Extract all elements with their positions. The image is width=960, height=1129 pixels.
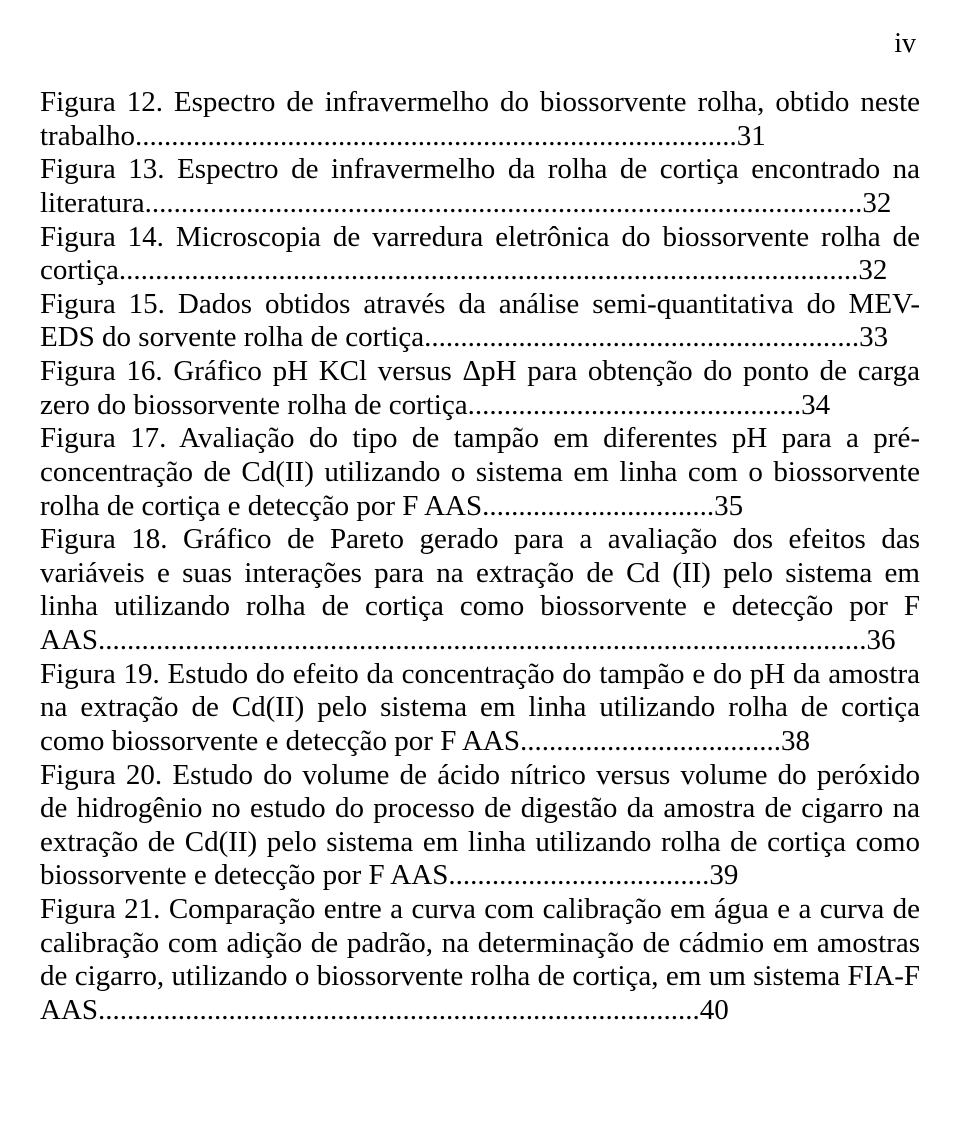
figure-text: Microscopia de varredura eletrônica do b… — [40, 221, 920, 287]
figure-page: 36 — [867, 624, 896, 656]
list-of-figures: Figura 12. Espectro de infravermelho do … — [40, 86, 920, 1028]
figure-page: 34 — [801, 389, 830, 421]
list-item: Figura 19. Estudo do efeito da concentra… — [40, 658, 920, 759]
figure-page: 32 — [858, 254, 887, 286]
figure-page: 38 — [781, 725, 810, 757]
figure-label: Figura 13. — [40, 153, 165, 185]
list-item: Figura 21. Comparação entre a curva com … — [40, 893, 920, 1028]
figure-page: 39 — [709, 859, 738, 891]
list-item: Figura 16. Gráfico pH KCl versus ΔpH par… — [40, 355, 920, 422]
figure-page: 40 — [700, 994, 729, 1026]
list-item: Figura 12. Espectro de infravermelho do … — [40, 86, 920, 153]
figure-text: Gráfico de Pareto gerado para a avaliaçã… — [40, 523, 920, 656]
figure-label: Figura 18. — [40, 523, 167, 555]
figure-text: Comparação entre a curva com calibração … — [40, 893, 920, 1026]
figure-text: Gráfico pH KCl versus ΔpH para obtenção … — [40, 355, 920, 421]
list-item: Figura 17. Avaliação do tipo de tampão e… — [40, 422, 920, 523]
list-item: Figura 20. Estudo do volume de ácido nít… — [40, 759, 920, 894]
figure-label: Figura 14. — [40, 221, 164, 253]
list-item: Figura 13. Espectro de infravermelho da … — [40, 153, 920, 220]
figure-text: Espectro de infravermelho da rolha de co… — [40, 153, 920, 219]
figure-text: Dados obtidos através da análise semi-qu… — [40, 288, 920, 354]
figure-label: Figura 12. — [40, 86, 163, 118]
figure-page: 31 — [737, 120, 766, 152]
page-number: iv — [40, 28, 916, 60]
figure-label: Figura 21. — [40, 893, 160, 925]
figure-page: 32 — [862, 187, 891, 219]
list-item: Figura 14. Microscopia de varredura elet… — [40, 221, 920, 288]
figure-page: 35 — [714, 490, 743, 522]
figure-text: Espectro de infravermelho do biossorvent… — [40, 86, 920, 152]
figure-text: Avaliação do tipo de tampão em diferente… — [40, 422, 920, 521]
figure-label: Figura 19. — [40, 658, 160, 690]
figure-label: Figura 15. — [40, 288, 165, 320]
figure-label: Figura 16. — [40, 355, 163, 387]
figure-text: Estudo do volume de ácido nítrico versus… — [40, 759, 920, 892]
figure-page: 33 — [859, 321, 888, 353]
list-item: Figura 15. Dados obtidos através da anál… — [40, 288, 920, 355]
figure-label: Figura 17. — [40, 422, 166, 454]
figure-label: Figura 20. — [40, 759, 162, 791]
list-item: Figura 18. Gráfico de Pareto gerado para… — [40, 523, 920, 658]
